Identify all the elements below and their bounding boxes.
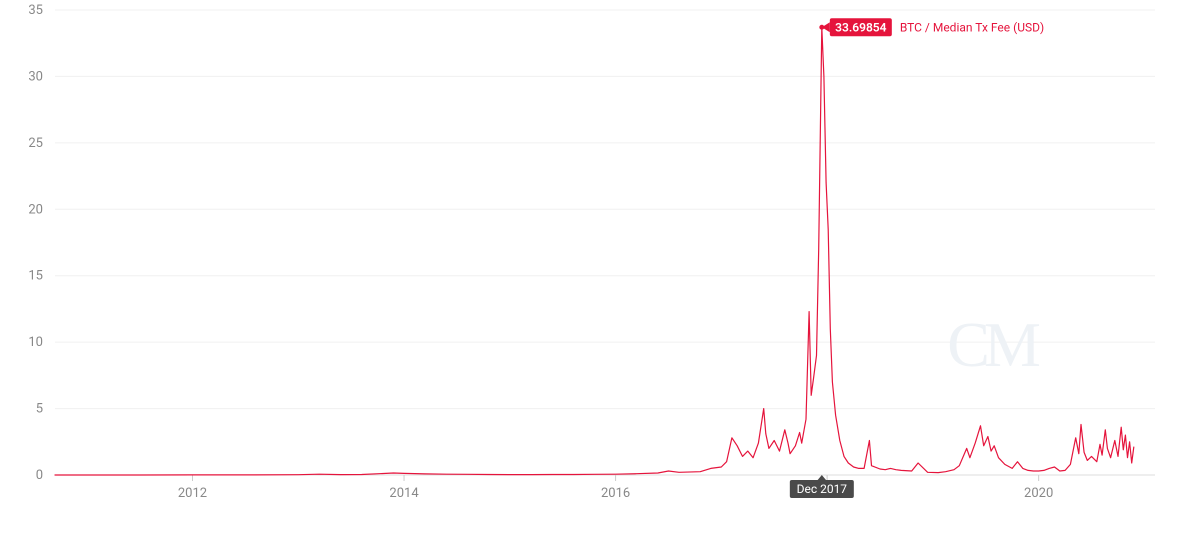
x-axis-label: 2020 (1024, 486, 1053, 501)
y-axis-label: 15 (28, 269, 43, 284)
y-axis-label: 10 (28, 335, 43, 350)
callout-series-name: BTC / Median Tx Fee (USD) (900, 20, 1044, 34)
x-axis-label: 2012 (178, 486, 207, 501)
callout-value-text: 33.69854 (835, 20, 887, 34)
y-axis-label: 0 (36, 468, 43, 483)
line-chart[interactable]: CM051015202530352012201420162018202033.6… (0, 0, 1178, 533)
x-callout-label: Dec 2017 (797, 482, 848, 496)
y-axis-label: 20 (28, 202, 43, 217)
callout-marker (819, 25, 824, 30)
y-axis-label: 35 (28, 3, 43, 18)
y-axis-label: 25 (28, 136, 43, 151)
y-axis-label: 5 (36, 402, 43, 417)
watermark-text: CM (947, 309, 1040, 380)
x-axis-label: 2016 (601, 486, 630, 501)
series-line-btc-median-fee (55, 27, 1134, 475)
y-axis-label: 30 (28, 69, 43, 84)
x-axis-label: 2014 (389, 486, 419, 501)
chart-container: CM051015202530352012201420162018202033.6… (0, 0, 1178, 533)
